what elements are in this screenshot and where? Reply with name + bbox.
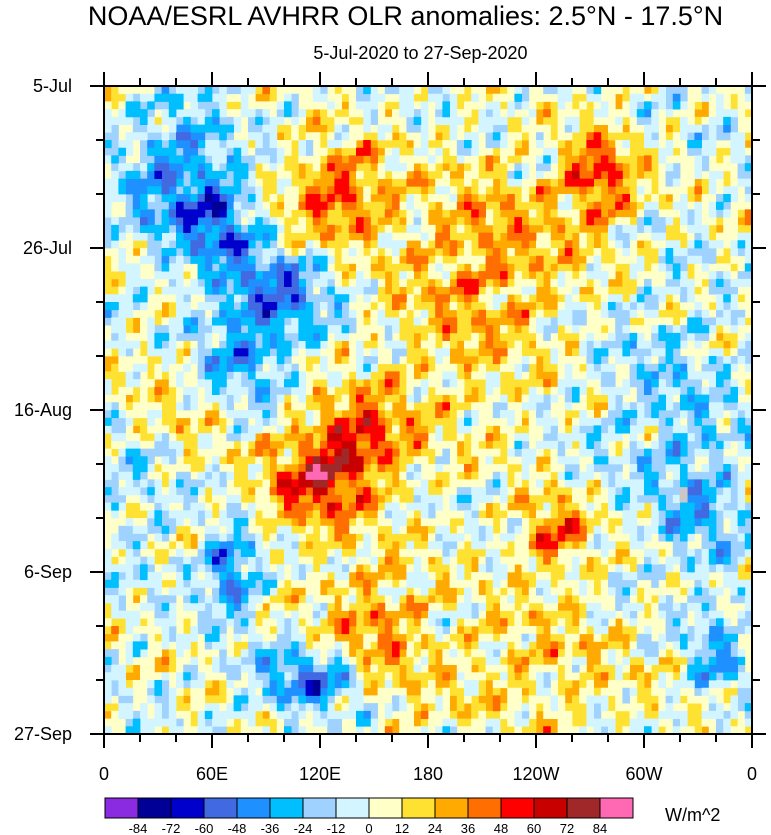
colorbar-units: W/m^2 — [665, 805, 721, 825]
colorbar-label: -84 — [129, 821, 148, 835]
x-tick-label: 0 — [746, 764, 757, 784]
colorbar-label: 36 — [461, 821, 475, 835]
colorbar-label: 0 — [365, 821, 372, 835]
x-tick-label: 120E — [298, 764, 342, 784]
colorbar-box — [236, 797, 271, 819]
anomaly-level-region — [276, 132, 630, 734]
colorbar-box — [203, 797, 238, 819]
olr-anomaly-field — [104, 86, 752, 734]
colorbar-box — [137, 797, 172, 819]
colorbar-label: 60 — [527, 821, 541, 835]
missing-data-patch — [679, 487, 688, 503]
colorbar-label: -48 — [228, 821, 247, 835]
colorbar-label: -72 — [162, 821, 181, 835]
anomaly-level-region — [154, 170, 314, 696]
colorbar-box — [401, 797, 436, 819]
axis-ticks — [90, 72, 766, 748]
colorbar-label: 48 — [494, 821, 508, 835]
y-tick-label: 27-Sep — [13, 724, 72, 744]
colorbar-label: 84 — [593, 821, 607, 835]
colorbar-box — [500, 797, 535, 819]
anomaly-level-region — [104, 86, 752, 734]
colorbar-label: -24 — [294, 821, 313, 835]
x-tick-label: 0 — [98, 764, 109, 784]
colorbar-label: 12 — [395, 821, 409, 835]
colorbar-box — [599, 797, 634, 819]
colorbar-box — [368, 797, 403, 819]
colorbar-box — [302, 797, 337, 819]
colorbar-label: -12 — [327, 821, 346, 835]
colorbar-box — [170, 797, 205, 819]
anomaly-level-region — [276, 170, 580, 542]
colorbar-box — [335, 797, 370, 819]
colorbar-label: -36 — [261, 821, 280, 835]
colorbar-box — [566, 797, 601, 819]
x-tick-label: 60W — [625, 764, 663, 784]
colorbar-box — [434, 797, 469, 819]
colorbar-box — [467, 797, 502, 819]
colorbar-label: 72 — [560, 821, 574, 835]
anomaly-level-region — [305, 417, 371, 488]
colorbar-box — [104, 797, 139, 819]
y-tick-label: 16-Aug — [13, 400, 72, 420]
colorbar-label: -60 — [195, 821, 214, 835]
colorbar-label: 24 — [428, 821, 442, 835]
anomaly-level-region — [104, 86, 752, 734]
x-tick-label: 120W — [512, 764, 560, 784]
colorbar-box — [533, 797, 568, 819]
y-tick-label: 5-Jul — [32, 76, 72, 96]
y-tick-label: 26-Jul — [22, 238, 72, 258]
x-tick-label: 180 — [412, 764, 444, 784]
y-tick-label: 6-Sep — [23, 562, 72, 582]
colorbar-box — [269, 797, 304, 819]
chart-title: NOAA/ESRL AVHRR OLR anomalies: 2.5°N - 1… — [87, 1, 724, 31]
x-tick-label: 60E — [195, 764, 229, 784]
chart-subtitle: 5-Jul-2020 to 27-Sep-2020 — [313, 43, 528, 63]
anomaly-level-region — [305, 464, 328, 480]
